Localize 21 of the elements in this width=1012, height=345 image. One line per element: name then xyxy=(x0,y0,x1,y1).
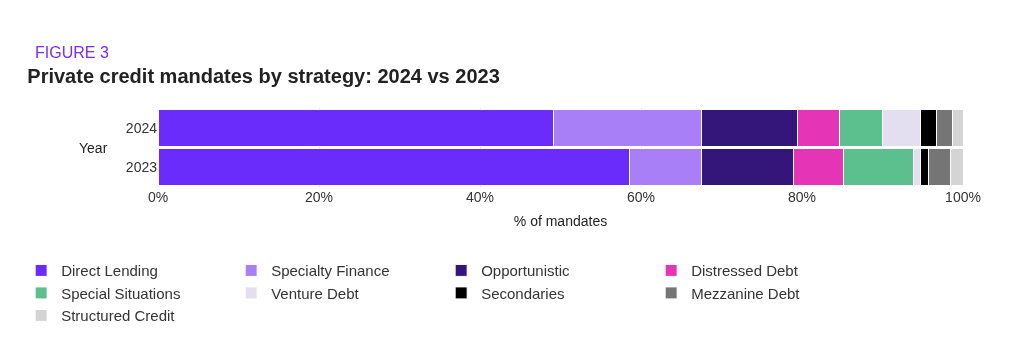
legend-label: Mezzanine Debt xyxy=(691,284,801,302)
y-tick-label: 2024 xyxy=(125,119,158,136)
legend-label: Venture Debt xyxy=(271,284,360,302)
caption: FIGURE 3 xyxy=(35,44,109,61)
legend-label: Opportunistic xyxy=(481,262,571,280)
x-tick-label: 100% xyxy=(945,189,981,205)
x-tick-label: 60% xyxy=(626,189,656,205)
legend-label: Specialty Finance xyxy=(271,262,390,280)
x-tick-label: 0% xyxy=(147,189,169,205)
y-tick-label: 2023 xyxy=(125,159,158,176)
y-axis-title: Year xyxy=(79,140,108,156)
legend-label: Secondaries xyxy=(481,284,565,302)
legend-label: Special Situations xyxy=(61,284,181,302)
legend-label: Direct Lending xyxy=(61,262,158,280)
chart-title: Private credit mandates by strategy: 2024 vs 2023 xyxy=(27,64,500,87)
legend-label: Structured Credit xyxy=(61,307,176,325)
x-axis-title: % of mandates xyxy=(513,213,608,230)
x-tick-label: 20% xyxy=(304,189,334,205)
x-tick-label: 80% xyxy=(787,189,817,205)
x-tick-label: 40% xyxy=(465,189,495,205)
legend-label: Distressed Debt xyxy=(691,262,799,280)
